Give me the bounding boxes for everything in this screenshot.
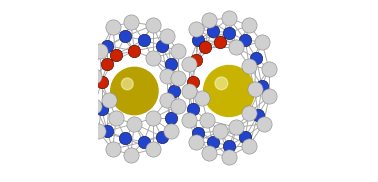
Point	[104, 62, 110, 65]
Point	[175, 104, 181, 107]
Point	[164, 99, 170, 102]
Point	[246, 111, 252, 114]
Point	[99, 108, 105, 111]
Circle shape	[211, 73, 247, 109]
Point	[202, 46, 208, 49]
Point	[97, 50, 103, 52]
Point	[206, 19, 212, 21]
Point	[168, 117, 174, 120]
Point	[99, 80, 105, 83]
Point	[226, 17, 232, 20]
Point	[110, 26, 116, 29]
Point	[210, 141, 216, 143]
Circle shape	[121, 78, 133, 90]
Circle shape	[111, 67, 158, 115]
Point	[132, 50, 138, 52]
Point	[199, 97, 205, 100]
Point	[164, 35, 170, 38]
Point	[242, 39, 248, 41]
Point	[193, 59, 199, 62]
Point	[91, 75, 98, 78]
Point	[95, 130, 101, 132]
Point	[246, 64, 252, 67]
Point	[141, 141, 147, 143]
Point	[195, 131, 201, 134]
Point	[150, 148, 156, 151]
Point	[260, 122, 266, 125]
Circle shape	[125, 82, 144, 100]
Circle shape	[204, 66, 254, 116]
Point	[266, 68, 272, 71]
Point	[242, 135, 248, 138]
Point	[210, 29, 216, 32]
Point	[104, 44, 110, 47]
Point	[150, 24, 156, 27]
Point	[159, 44, 165, 47]
Circle shape	[118, 74, 151, 108]
Point	[259, 84, 265, 87]
Point	[175, 50, 181, 52]
Point	[246, 24, 252, 27]
Point	[253, 57, 259, 60]
Point	[226, 144, 232, 147]
Point	[193, 28, 199, 31]
Point	[110, 148, 116, 151]
Point	[206, 151, 212, 154]
Point	[150, 117, 156, 120]
Point	[186, 119, 192, 122]
Point	[259, 40, 265, 43]
Point	[164, 75, 170, 78]
Circle shape	[215, 77, 228, 90]
Point	[122, 137, 128, 140]
Point	[217, 130, 223, 132]
Point	[193, 141, 199, 143]
Point	[128, 153, 134, 156]
Point	[217, 40, 223, 43]
Point	[186, 62, 192, 65]
Point	[195, 39, 201, 41]
Point	[113, 53, 119, 56]
Point	[113, 117, 119, 120]
Point	[141, 39, 147, 41]
Point	[233, 46, 239, 49]
Point	[168, 62, 174, 65]
Point	[91, 104, 98, 107]
Point	[132, 122, 138, 125]
Point	[150, 57, 156, 60]
Point	[175, 77, 181, 80]
Point	[186, 90, 192, 92]
Point	[233, 126, 239, 129]
Point	[204, 119, 210, 122]
Circle shape	[219, 81, 239, 101]
Point	[226, 155, 232, 158]
Point	[255, 113, 261, 116]
Point	[226, 31, 232, 34]
Point	[104, 130, 110, 132]
Point	[106, 99, 112, 102]
Point	[168, 130, 174, 132]
Point	[246, 144, 252, 147]
Point	[190, 108, 196, 111]
Point	[122, 35, 128, 38]
Point	[159, 135, 165, 138]
Point	[190, 80, 196, 83]
Point	[251, 88, 257, 91]
Point	[128, 20, 134, 23]
Point	[266, 95, 272, 98]
Point	[171, 90, 177, 92]
